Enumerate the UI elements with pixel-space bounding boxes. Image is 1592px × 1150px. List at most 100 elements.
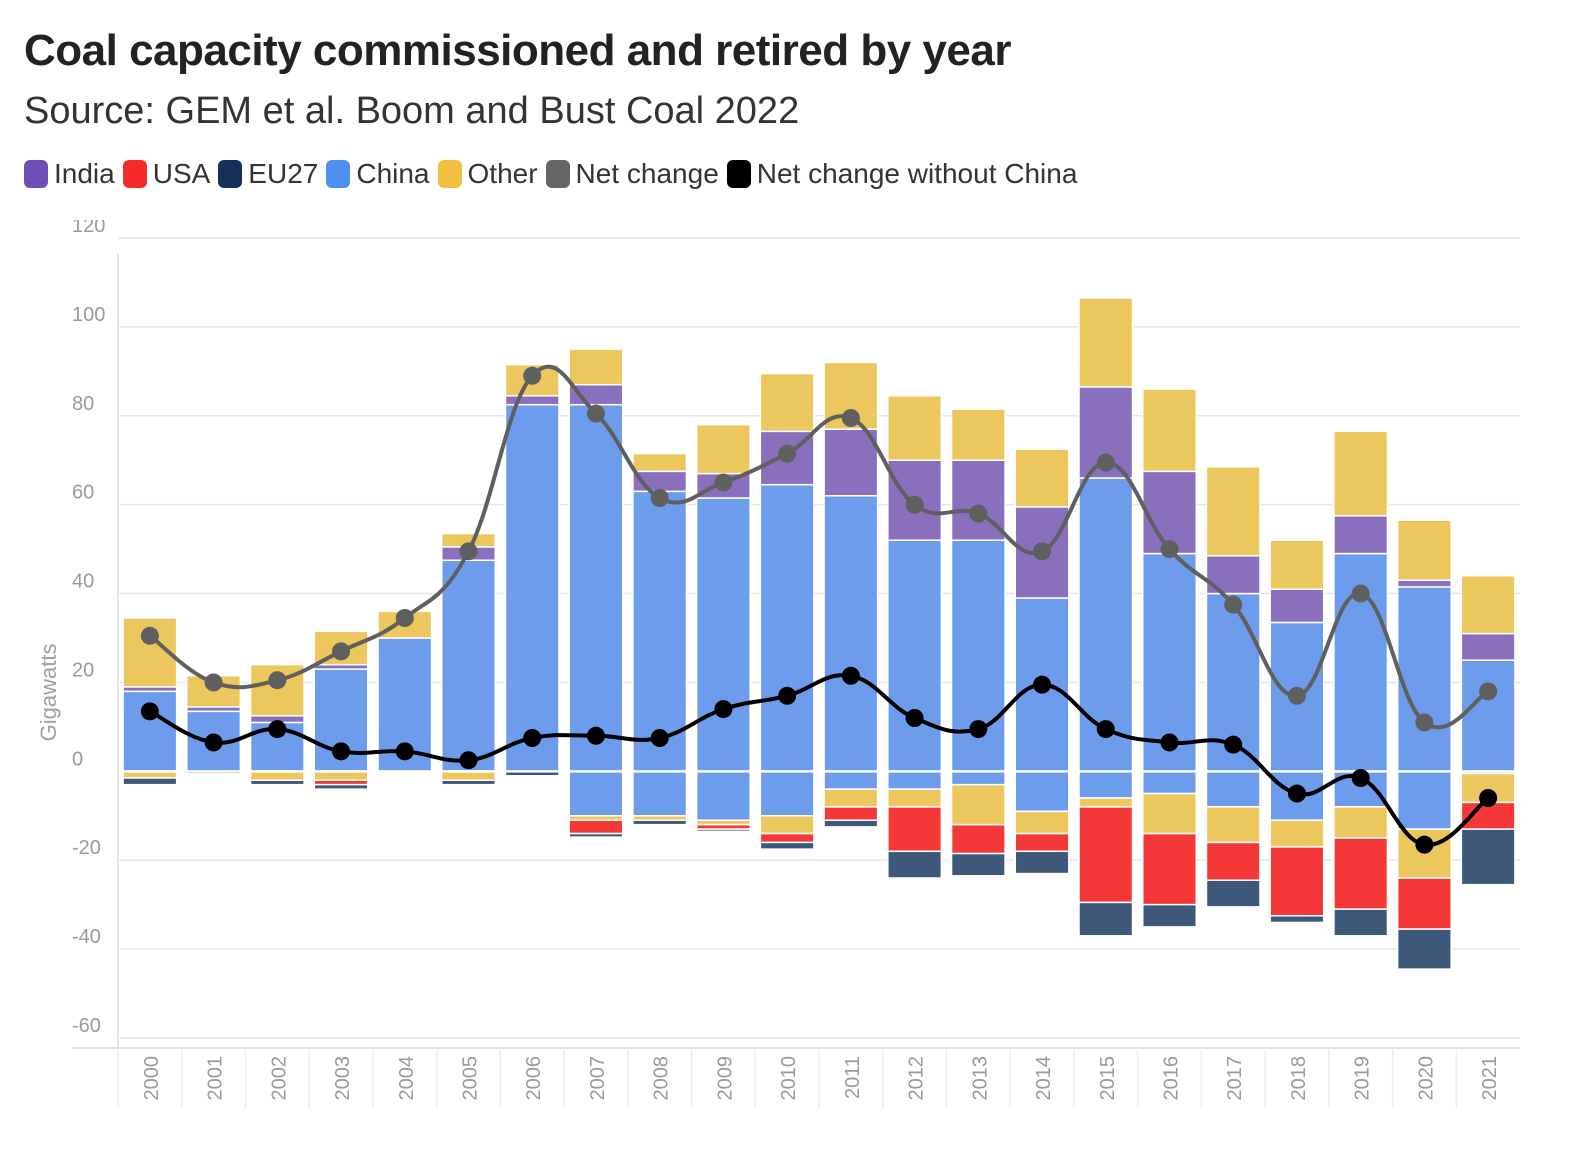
point-net-change-without-china-2005[interactable] [459, 751, 478, 770]
bar-eu27-retired-2018[interactable] [1269, 915, 1325, 924]
point-net-change-2001[interactable] [204, 673, 223, 692]
bar-eu27-retired-2017[interactable] [1205, 879, 1261, 908]
bar-other-retired-2010[interactable] [759, 815, 815, 835]
point-net-change-without-china-2013[interactable] [969, 720, 988, 739]
bar-eu27-retired-2013[interactable] [950, 852, 1006, 877]
legend-item-usa[interactable]: USA [122, 158, 210, 190]
point-net-change-without-china-2010[interactable] [778, 686, 797, 705]
point-net-change-2021[interactable] [1479, 682, 1498, 701]
bar-usa-retired-2014[interactable] [1014, 832, 1070, 853]
point-net-change-2014[interactable] [1033, 542, 1052, 561]
point-net-change-without-china-2012[interactable] [905, 709, 924, 727]
bar-eu27-retired-2011[interactable] [823, 819, 879, 828]
bar-eu27-retired-2019[interactable] [1333, 908, 1389, 937]
bar-china-retired-2017[interactable] [1205, 770, 1261, 808]
point-net-change-2017[interactable] [1224, 595, 1243, 614]
bar-usa-retired-2007[interactable] [568, 819, 624, 835]
bar-china-2006[interactable] [504, 403, 560, 773]
bar-eu27-retired-2003[interactable] [313, 783, 369, 790]
bar-china-2021[interactable] [1460, 659, 1516, 773]
bar-eu27-retired-2021[interactable] [1460, 828, 1516, 886]
bar-china-2009[interactable] [695, 497, 751, 773]
point-net-change-2016[interactable] [1160, 540, 1179, 559]
legend-item-other[interactable]: Other [437, 158, 538, 190]
bar-usa-retired-2011[interactable] [823, 806, 879, 821]
bar-other-2009[interactable] [695, 423, 751, 475]
bar-china-retired-2009[interactable] [695, 770, 751, 821]
bar-eu27-retired-2008[interactable] [632, 819, 688, 826]
bar-other-retired-2018[interactable] [1269, 819, 1325, 848]
point-net-change-without-china-2004[interactable] [395, 742, 414, 761]
point-net-change-2019[interactable] [1351, 584, 1370, 603]
bar-india-2015[interactable] [1078, 386, 1134, 479]
point-net-change-2010[interactable] [778, 444, 797, 463]
bar-other-2018[interactable] [1269, 539, 1325, 590]
bar-other-2015[interactable] [1078, 297, 1134, 388]
bar-india-2011[interactable] [823, 428, 879, 497]
point-net-change-without-china-2007[interactable] [586, 726, 605, 745]
bar-other-2010[interactable] [759, 372, 815, 433]
bar-eu27-retired-2005[interactable] [440, 779, 497, 786]
point-net-change-without-china-2002[interactable] [268, 720, 287, 739]
bar-eu27-retired-2000[interactable] [122, 777, 178, 786]
bar-other-retired-2005[interactable] [440, 770, 497, 781]
point-net-change-without-china-2003[interactable] [332, 742, 351, 761]
point-net-change-2012[interactable] [905, 495, 924, 514]
point-net-change-2005[interactable] [459, 542, 478, 561]
bar-other-2016[interactable] [1141, 388, 1198, 473]
bar-other-retired-2011[interactable] [823, 788, 879, 808]
bar-india-2006[interactable] [504, 395, 560, 406]
point-net-change-2004[interactable] [395, 609, 414, 627]
bar-eu27-retired-2016[interactable] [1141, 903, 1198, 928]
point-net-change-without-china-2016[interactable] [1160, 733, 1179, 752]
bar-eu27-retired-2020[interactable] [1396, 928, 1452, 970]
legend-item-eu27[interactable]: EU27 [218, 158, 318, 190]
bar-other-retired-2017[interactable] [1205, 806, 1261, 844]
point-net-change-without-china-2017[interactable] [1224, 735, 1243, 754]
bar-eu27-retired-2010[interactable] [759, 841, 815, 850]
bar-other-retired-2019[interactable] [1333, 806, 1389, 839]
point-net-change-without-china-2015[interactable] [1096, 720, 1115, 739]
bar-eu27-retired-2009[interactable] [695, 828, 751, 833]
bar-china-retired-2020[interactable] [1396, 770, 1452, 830]
bar-china-retired-2007[interactable] [568, 770, 624, 817]
point-net-change-without-china-2009[interactable] [714, 700, 733, 719]
bar-other-2014[interactable] [1014, 448, 1070, 508]
bar-usa-retired-2020[interactable] [1396, 877, 1452, 930]
point-net-change-2020[interactable] [1415, 713, 1434, 732]
bar-eu27-retired-2014[interactable] [1014, 850, 1070, 875]
bar-other-2012[interactable] [887, 395, 943, 461]
point-net-change-2006[interactable] [523, 366, 542, 385]
point-net-change-2018[interactable] [1287, 686, 1306, 705]
point-net-change-2009[interactable] [714, 473, 733, 492]
bar-china-2007[interactable] [568, 403, 624, 773]
bar-usa-retired-2017[interactable] [1205, 841, 1261, 881]
bar-india-2007[interactable] [568, 383, 624, 406]
bar-china-retired-2015[interactable] [1078, 770, 1134, 799]
bar-other-2021[interactable] [1460, 575, 1516, 635]
bar-china-2010[interactable] [759, 483, 815, 773]
bar-other-2017[interactable] [1205, 466, 1261, 557]
point-net-change-2007[interactable] [586, 404, 605, 423]
point-net-change-2002[interactable] [268, 671, 287, 690]
bar-usa-retired-2010[interactable] [759, 832, 815, 844]
legend-item-net-change[interactable]: Net change [545, 158, 719, 190]
point-net-change-2011[interactable] [841, 409, 860, 427]
legend-item-china[interactable]: China [326, 158, 430, 190]
legend-item-india[interactable]: India [24, 158, 115, 190]
bar-china-2005[interactable] [440, 559, 497, 773]
bar-eu27-retired-2012[interactable] [887, 850, 943, 879]
point-net-change-without-china-2001[interactable] [204, 733, 223, 752]
bar-other-retired-2013[interactable] [950, 783, 1006, 826]
bar-eu27-retired-2007[interactable] [568, 832, 624, 838]
bar-other-retired-2012[interactable] [887, 788, 943, 808]
bar-india-2019[interactable] [1333, 515, 1389, 555]
point-net-change-without-china-2014[interactable] [1033, 675, 1052, 694]
point-net-change-2013[interactable] [969, 504, 988, 523]
point-net-change-2000[interactable] [140, 626, 159, 645]
bar-other-2013[interactable] [950, 408, 1006, 461]
bar-usa-retired-2016[interactable] [1141, 832, 1198, 906]
point-net-change-without-china-2011[interactable] [841, 666, 860, 685]
point-net-change-2003[interactable] [332, 642, 351, 661]
legend-item-net-change-without-china[interactable]: Net change without China [726, 158, 1077, 190]
